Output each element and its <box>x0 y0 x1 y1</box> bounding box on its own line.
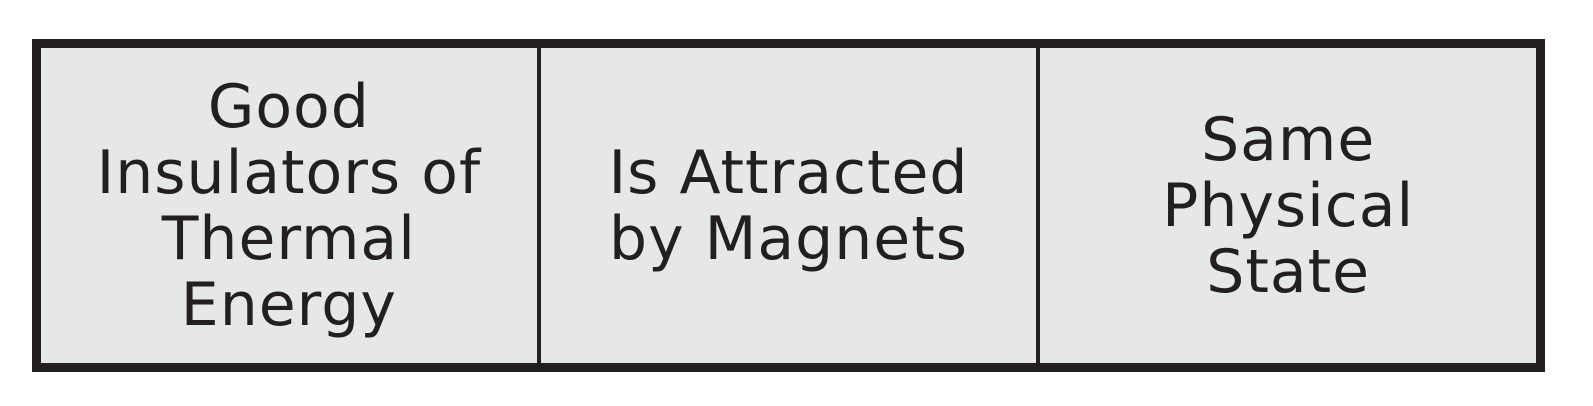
property-table: Good Insulators of Thermal Energy Is Att… <box>32 39 1545 372</box>
cell-same-physical-state: Same Physical State <box>1036 48 1536 363</box>
cell-label-attracted-by-magnets: Is Attracted by Magnets <box>608 137 969 274</box>
cell-good-insulators: Good Insulators of Thermal Energy <box>41 48 537 363</box>
cell-label-good-insulators: Good Insulators of Thermal Energy <box>96 71 482 340</box>
cell-label-same-physical-state: Same Physical State <box>1162 104 1415 307</box>
cell-attracted-by-magnets: Is Attracted by Magnets <box>536 48 1037 363</box>
